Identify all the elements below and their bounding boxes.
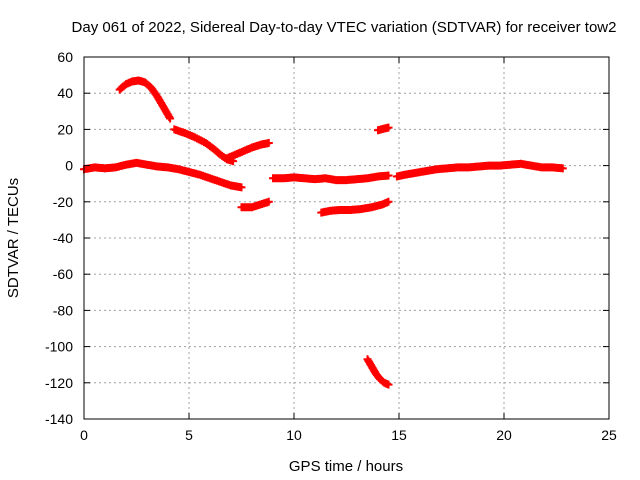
data-points <box>80 76 567 389</box>
y-tick-label: 40 <box>57 85 73 101</box>
y-axis-label: SDTVAR / TECUs <box>5 178 22 298</box>
x-tick-label: 0 <box>80 427 88 443</box>
x-tick-label: 5 <box>185 427 193 443</box>
y-tick-label: -140 <box>45 411 73 427</box>
x-tick-label: 10 <box>286 427 302 443</box>
x-tick-label: 25 <box>601 427 617 443</box>
y-tick-label: -80 <box>53 302 73 318</box>
chart-title: Day 061 of 2022, Sidereal Day-to-day VTE… <box>72 19 617 36</box>
data-point <box>166 114 175 123</box>
x-tick-label: 20 <box>496 427 512 443</box>
data-series-arc-5 <box>237 197 273 212</box>
data-point <box>264 138 273 147</box>
data-point <box>558 164 567 173</box>
y-tick-label: -120 <box>45 375 73 391</box>
y-tick-label: -100 <box>45 339 73 355</box>
x-axis-label: GPS time / hours <box>289 458 403 475</box>
y-tick-label: 60 <box>57 49 73 65</box>
data-point <box>384 197 393 206</box>
y-tick-label: 0 <box>65 158 73 174</box>
data-series-arc-1 <box>80 158 246 192</box>
y-tick-label: -60 <box>53 266 73 282</box>
data-point <box>384 380 393 389</box>
y-tick-label: -20 <box>53 194 73 210</box>
data-point <box>264 197 273 206</box>
data-point <box>384 171 393 180</box>
y-tick-label: 20 <box>57 121 73 137</box>
data-series-arc-10 <box>392 159 567 181</box>
data-series-arc-9 <box>363 355 393 389</box>
y-tick-label: -40 <box>53 230 73 246</box>
x-tick-label: 15 <box>391 427 407 443</box>
data-series-arc-2 <box>115 76 175 123</box>
data-series-arc-4 <box>222 138 273 163</box>
grid-lines <box>84 57 609 419</box>
axis-ticks: 0 5 10 15 20 25 -140 -120 -100 -80 -60 -40 -20 0 20 40 6… <box>45 49 617 443</box>
data-point <box>384 123 393 132</box>
data-series-arc-8 <box>374 123 393 135</box>
data-series-arc-6 <box>269 171 393 185</box>
data-point <box>237 183 246 192</box>
data-series-arc-7 <box>317 197 393 217</box>
